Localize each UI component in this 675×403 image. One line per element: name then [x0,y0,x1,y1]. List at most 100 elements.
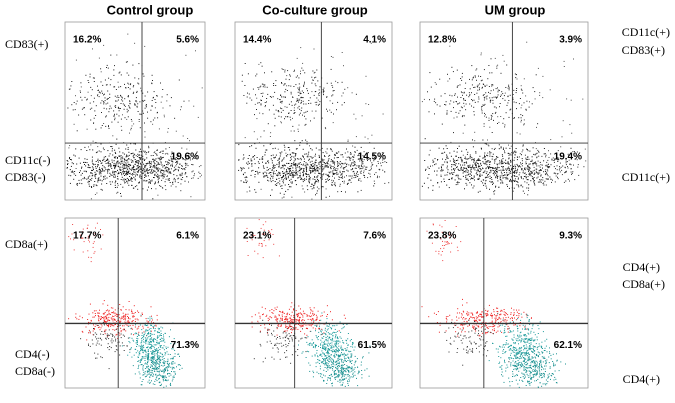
dot [322,159,324,161]
dot [462,132,464,134]
dot [557,161,559,162]
dot [498,121,500,123]
dot [151,371,153,373]
dot [521,160,523,162]
dot [165,385,167,387]
dot [87,176,89,178]
dot [468,166,470,168]
dot [93,235,95,237]
dot [152,171,154,173]
dot [368,170,370,171]
dot [282,164,284,166]
dot [286,171,288,173]
dot [494,171,496,173]
dot [272,104,274,106]
dot [110,325,112,327]
dot [531,171,533,173]
dot [145,163,147,165]
dot [446,154,448,156]
dot [272,165,274,167]
dot [288,169,290,171]
dot [69,182,71,184]
dot [137,340,138,342]
dot [104,331,106,333]
dot [183,100,185,102]
dot [493,171,495,173]
dot [324,166,326,168]
dot [325,181,327,183]
dot [142,357,144,359]
dot [304,165,306,167]
dot [259,171,261,173]
dot [135,332,137,334]
dot [154,166,156,168]
dot [79,90,81,92]
dot [105,115,107,117]
dot [343,163,345,165]
dot [92,169,94,170]
dot [114,166,116,168]
dot [138,364,140,366]
dot [291,181,293,183]
dot [268,162,270,164]
dot [144,173,146,175]
dot [497,156,499,158]
dot [280,324,282,326]
dot [283,168,285,170]
dot [134,171,136,173]
dot [296,171,297,173]
dot [451,66,453,68]
dot [357,174,359,176]
dot [462,154,464,156]
dot [374,183,376,185]
dot [374,173,375,175]
dot [249,190,251,192]
dot [100,127,102,129]
dot [533,163,534,164]
dot [497,87,498,89]
dot [524,167,526,169]
dot [496,164,498,166]
dot [293,162,295,164]
dot [299,89,300,91]
dot [302,325,304,327]
dot [131,309,133,311]
dot [446,110,448,112]
dot [170,164,172,166]
dot [354,175,356,176]
dot [144,360,146,361]
dot [131,311,133,312]
dot [490,182,492,183]
dot [164,167,166,169]
dot [490,99,492,101]
dot [529,150,531,152]
dot [299,142,301,143]
dot [441,170,443,172]
dot [114,187,116,188]
dot [125,170,127,172]
dot [166,175,168,177]
dot [102,170,104,172]
dot [140,359,142,361]
dot [459,157,461,159]
dot [491,115,493,117]
dot [273,243,275,245]
dot [314,169,316,171]
dot [142,100,144,102]
dot [108,334,110,336]
dot [165,361,167,363]
dot [244,85,246,86]
dot [519,98,521,99]
dot [335,167,337,169]
dot [434,164,436,166]
dot [259,86,261,88]
dot [142,356,144,358]
dot [90,186,92,187]
dot [313,165,315,167]
dot [133,315,135,317]
dot [137,310,138,312]
dot [154,363,156,364]
dot [166,380,168,382]
dot [102,317,103,318]
dot [332,173,334,175]
